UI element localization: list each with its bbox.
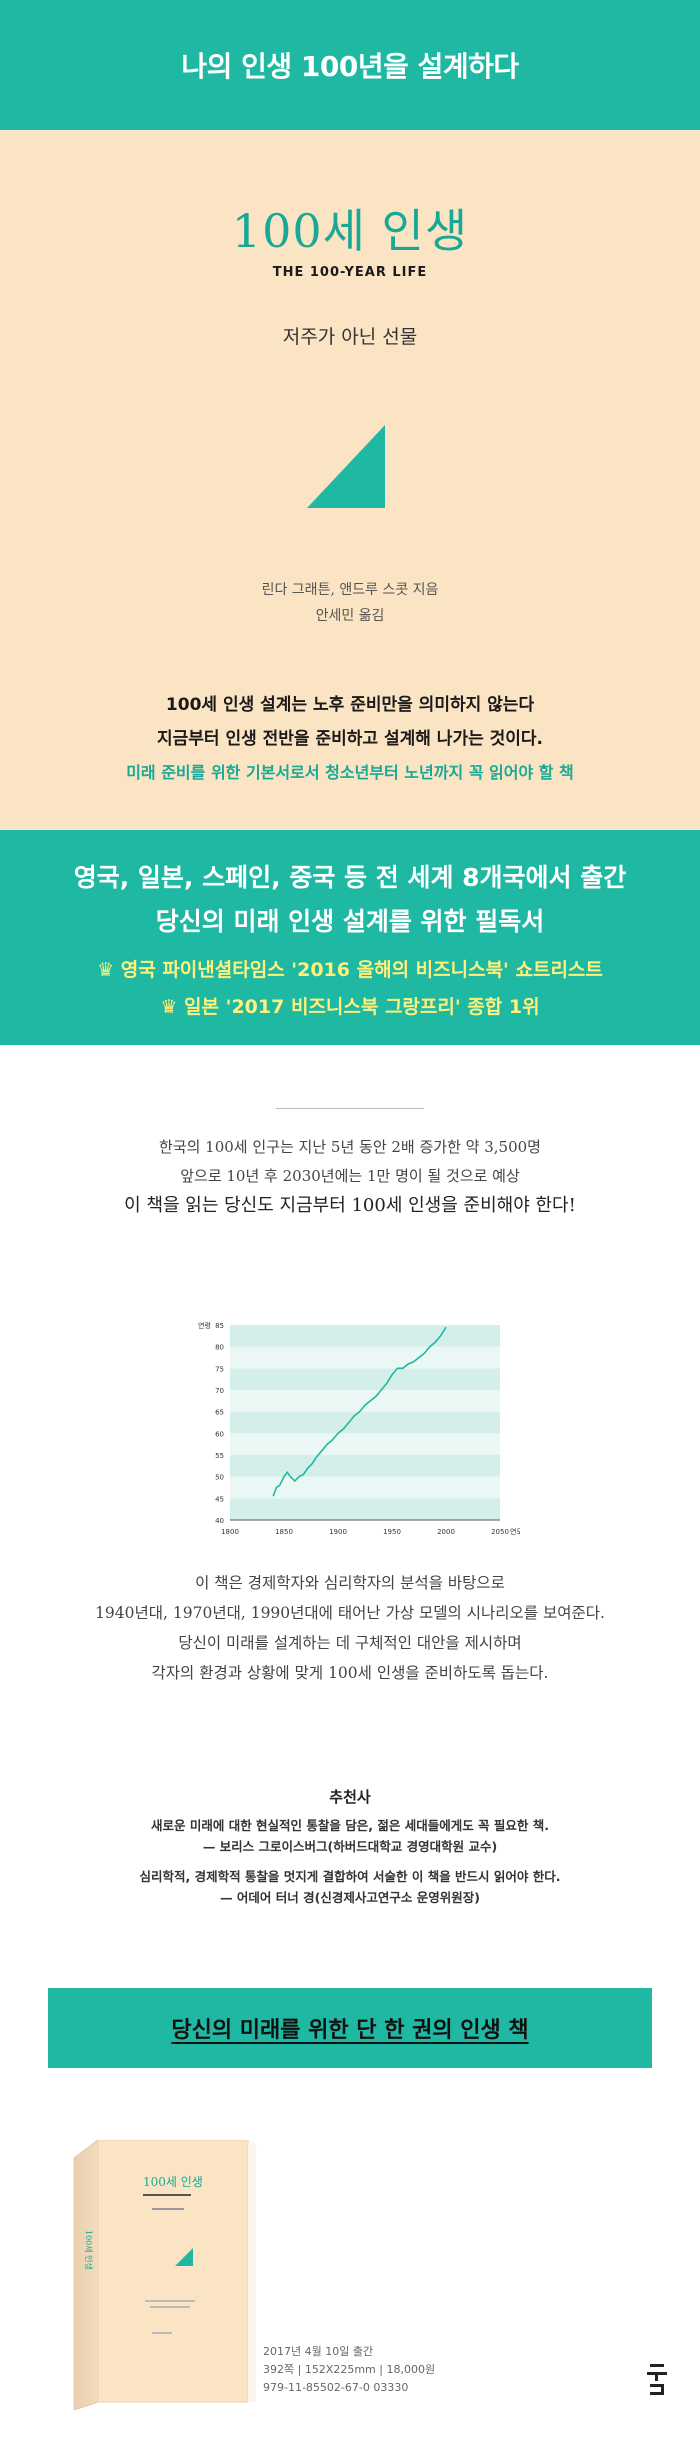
chart-band <box>230 1368 500 1390</box>
stat-text: 한국의 100세 인구는 지난 5년 동안 2배 증가한 약 3,500명 앞으… <box>0 1133 700 1220</box>
chart-series-line <box>272 1326 447 1497</box>
chart-x-axis-label: 연도 <box>510 1528 520 1536</box>
chart-y-tick-label: 55 <box>215 1452 224 1460</box>
recommend-1-by: — 보리스 그로이스버그(하버드대학교 경영대학원 교수) <box>202 1839 498 1854</box>
divider <box>276 1108 424 1109</box>
book-title: 100세 인생 <box>231 204 469 258</box>
intro-line-3: 미래 준비를 위한 기본서로서 청소년부터 노년까지 꼭 읽어야 할 책 <box>126 763 574 782</box>
promo-banner: 영국, 일본, 스페인, 중국 등 전 세계 8개국에서 출간 당신의 미래 인… <box>0 830 700 1045</box>
publisher-logo-icon <box>647 2364 667 2395</box>
chart-band <box>230 1455 500 1477</box>
description-text: 이 책은 경제학자와 심리학자의 분석을 바탕으로 1940년대, 1970년대… <box>0 1568 700 1688</box>
chart-x-tick-label: 2000 <box>437 1528 455 1536</box>
stat-line-1: 한국의 100세 인구는 지난 5년 동안 2배 증가한 약 3,500명 <box>159 1138 541 1156</box>
intro-line-1: 100세 인생 설계는 노후 준비만을 의미하지 않는다 <box>165 695 535 715</box>
chart-x-tick-label: 1900 <box>329 1528 347 1536</box>
award-2: ♛ 일본 '2017 비즈니스북 그랑프리' 종합 1위 <box>160 996 540 1018</box>
intro-text: 100세 인생 설계는 노후 준비만을 의미하지 않는다 지금부터 인생 전반을… <box>0 688 700 790</box>
authors-text: 린다 그래튼, 앤드루 스콧 지음 <box>261 582 439 598</box>
book-credits: 린다 그래튼, 앤드루 스콧 지음 안세민 옮김 <box>0 577 700 629</box>
award-1: ♛ 영국 파이낸셜타임스 '2016 올해의 비즈니스북' 쇼트리스트 <box>97 959 603 981</box>
chart-y-axis-label: 연령 <box>198 1322 211 1330</box>
chart-x-tick-label: 1950 <box>383 1528 401 1536</box>
book-subtitle-kr: 저주가 아닌 선물 <box>282 326 418 348</box>
chart-band <box>230 1498 500 1520</box>
svg-text:100세 인생: 100세 인생 <box>143 2175 203 2189</box>
chart-y-tick-label: 40 <box>215 1517 224 1525</box>
translator-text: 안세민 옮김 <box>315 608 385 624</box>
book-3d-image: 100세 인생 100세 인생 <box>73 2140 257 2410</box>
promo-line-1: 영국, 일본, 스페인, 중국 등 전 세계 8개국에서 출간 <box>73 863 627 892</box>
life-expectancy-chart: 40 45 50 55 60 65 70 75 80 85 1800 1850 1900 1950 2000… <box>198 1322 520 1536</box>
header-banner: 나의 인생 100년을 설계하다 <box>0 0 700 130</box>
closing-title: 당신의 미래를 위한 단 한 권의 인생 책 <box>171 2018 529 2043</box>
header-title: 나의 인생 100년을 설계하다 <box>181 50 519 83</box>
svg-text:100세 인생: 100세 인생 <box>84 2230 94 2270</box>
recommend-1-quote: 새로운 미래에 대한 현실적인 통찰을 담은, 젊은 세대들에게도 꼭 필요한 … <box>150 1818 550 1833</box>
chart-band <box>230 1411 500 1434</box>
desc-line-4: 각자의 환경과 상황에 맞게 100세 인생을 준비하도록 돕는다. <box>151 1664 549 1682</box>
chart-y-tick-label: 80 <box>215 1344 224 1352</box>
recommend-1: 새로운 미래에 대한 현실적인 통찰을 담은, 젊은 세대들에게도 꼭 필요한 … <box>0 1815 700 1857</box>
chart-x-tick-label: 1800 <box>221 1528 239 1536</box>
book-subtitle-en: THE 100-YEAR LIFE <box>272 265 428 280</box>
pub-specs: 392쪽 | 152X225mm | 18,000원 <box>263 2363 436 2376</box>
recommend-2: 심리학적, 경제학적 통찰을 멋지게 결합하여 서술한 이 책을 반드시 읽어야… <box>0 1866 700 1908</box>
recommend-title: 추천사 <box>329 1788 371 1806</box>
chart-band <box>230 1325 500 1347</box>
pub-isbn: 979-11-85502-67-0 03330 <box>263 2381 409 2394</box>
desc-line-2: 1940년대, 1970년대, 1990년대에 태어난 가상 모델의 시나리오를… <box>95 1604 605 1622</box>
triangle-graphic <box>307 425 385 508</box>
intro-line-2: 지금부터 인생 전반을 준비하고 설계해 나가는 것이다. <box>156 729 544 749</box>
chart-y-tick-label: 45 <box>215 1495 224 1503</box>
desc-line-3: 당신이 미래를 설계하는 데 구체적인 대안을 제시하며 <box>178 1634 522 1652</box>
stat-line-3: 이 책을 읽는 당신도 지금부터 100세 인생을 준비해야 한다! <box>124 1195 576 1216</box>
publication-info: 2017년 4월 10일 출간 392쪽 | 152X225mm | 18,00… <box>263 2343 435 2397</box>
chart-y-tick-label: 60 <box>215 1430 224 1438</box>
chart-band <box>230 1476 500 1499</box>
chart-x-tick-label: 2050 <box>491 1528 509 1536</box>
stat-line-2: 앞으로 10년 후 2030년에는 1만 명이 될 것으로 예상 <box>180 1167 520 1185</box>
chart-y-tick-label: 50 <box>215 1474 224 1482</box>
chart-y-tick-label: 85 <box>215 1322 224 1330</box>
chart-y-tick-label: 75 <box>215 1365 224 1373</box>
promo-line-2: 당신의 미래 인생 설계를 위한 필독서 <box>155 907 545 936</box>
recommend-2-quote: 심리학적, 경제학적 통찰을 멋지게 결합하여 서술한 이 책을 반드시 읽어야… <box>139 1869 561 1884</box>
chart-band <box>230 1433 500 1455</box>
pub-date: 2017년 4월 10일 출간 <box>263 2345 374 2358</box>
chart-y-tick-label: 65 <box>215 1409 224 1417</box>
chart-band <box>230 1346 500 1369</box>
closing-banner: 당신의 미래를 위한 단 한 권의 인생 책 <box>48 1988 652 2068</box>
recommend-2-by: — 어데어 터너 경(신경제사고연구소 운영위원장) <box>220 1890 480 1905</box>
chart-x-tick-label: 1850 <box>275 1528 293 1536</box>
chart-y-tick-label: 70 <box>215 1387 224 1395</box>
desc-line-1: 이 책은 경제학자와 심리학자의 분석을 바탕으로 <box>195 1574 505 1592</box>
chart-band <box>230 1390 500 1412</box>
